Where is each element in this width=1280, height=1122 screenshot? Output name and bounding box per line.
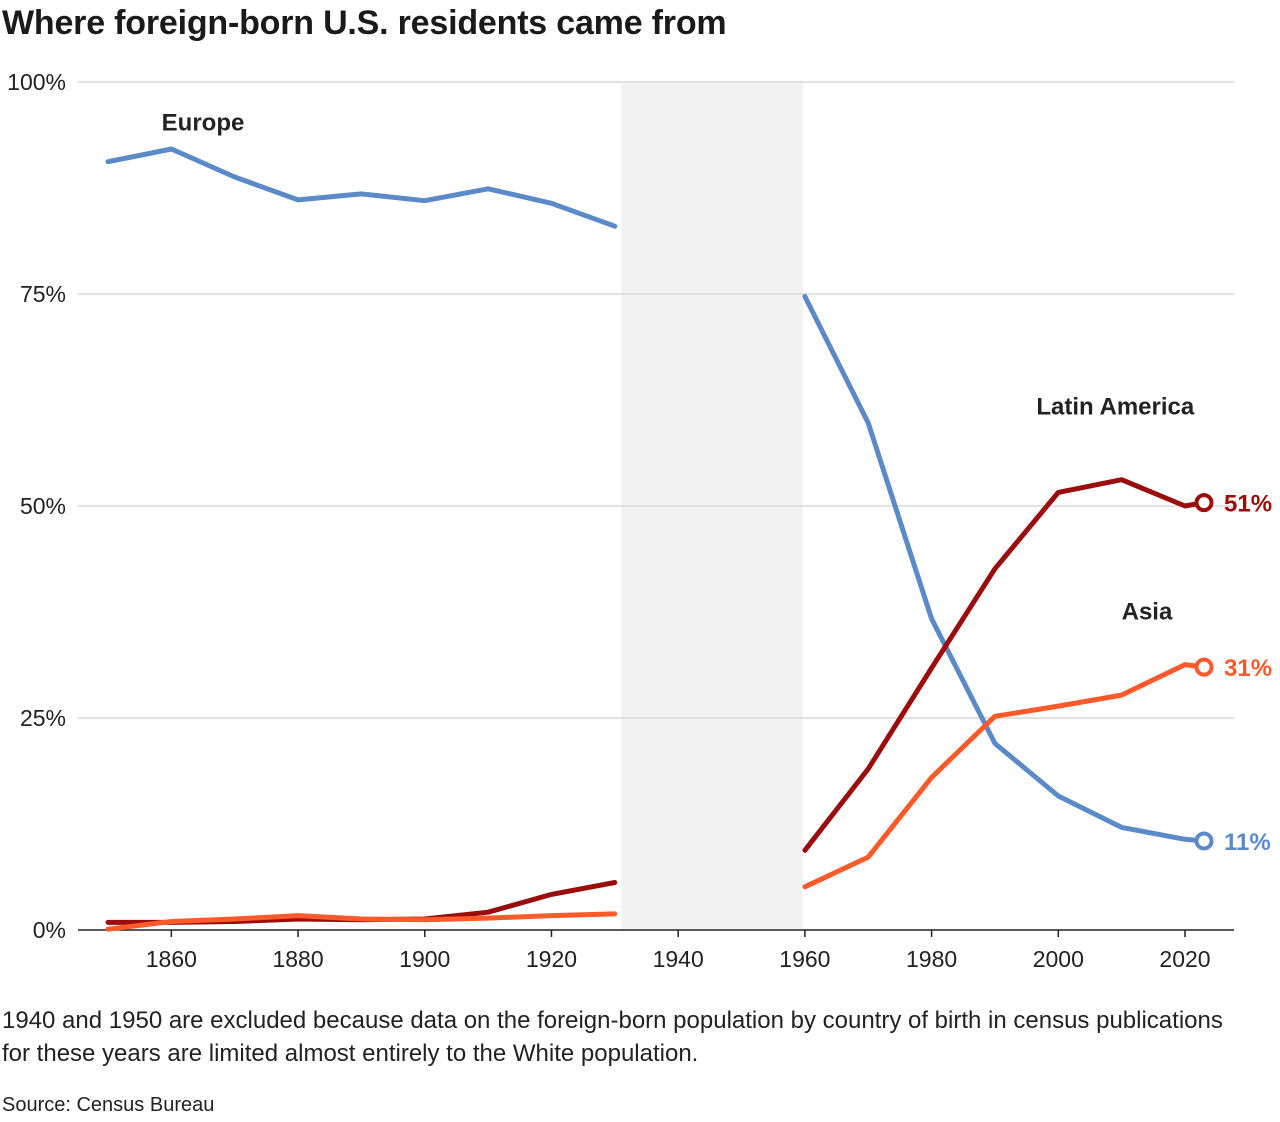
series-line-europe [105,146,618,229]
series-label-europe: Europe [162,109,245,136]
series-line-asia [105,911,618,932]
series-line-asia [802,662,1207,890]
line-chart: 0% 25% 50% 75% 100% 1860 1880 1900 1920 1940 1960 1… [7,69,1272,972]
end-point-marker-latin-america [1194,493,1214,513]
x-tick-label: 1940 [653,946,704,972]
y-tick-label: 50% [20,493,66,519]
end-point-marker-europe [1194,831,1214,851]
end-value-label-latin-america: 51% [1224,491,1272,518]
x-tick-label: 2000 [1033,946,1084,972]
x-tick-label: 1920 [526,946,577,972]
end-value-label-europe: 11% [1224,829,1271,856]
series-label-asia: Asia [1122,599,1173,626]
y-tick-label: 75% [20,281,66,307]
y-tick-label: 100% [7,69,66,95]
chart-title: Where foreign-born U.S. residents came f… [2,4,727,42]
x-tick-label: 1960 [779,946,830,972]
y-tick-label: 0% [33,917,66,943]
x-tick-label: 1880 [272,946,323,972]
x-tick-label: 1900 [399,946,450,972]
y-tick-label: 25% [20,705,66,731]
series-label-latin-america: Latin America [1036,393,1194,420]
chart-footnote: 1940 and 1950 are excluded because data … [2,1007,1223,1067]
end-value-label-asia: 31% [1224,655,1272,682]
x-tick-label: 1860 [146,946,197,972]
series-line-latin-america [802,477,1207,853]
chart-source: Source: Census Bureau [2,1094,215,1116]
series-line-europe [802,294,1207,844]
x-tick-label: 2020 [1159,946,1210,972]
x-tick-label: 1980 [906,946,957,972]
end-point-marker-asia [1194,657,1214,677]
